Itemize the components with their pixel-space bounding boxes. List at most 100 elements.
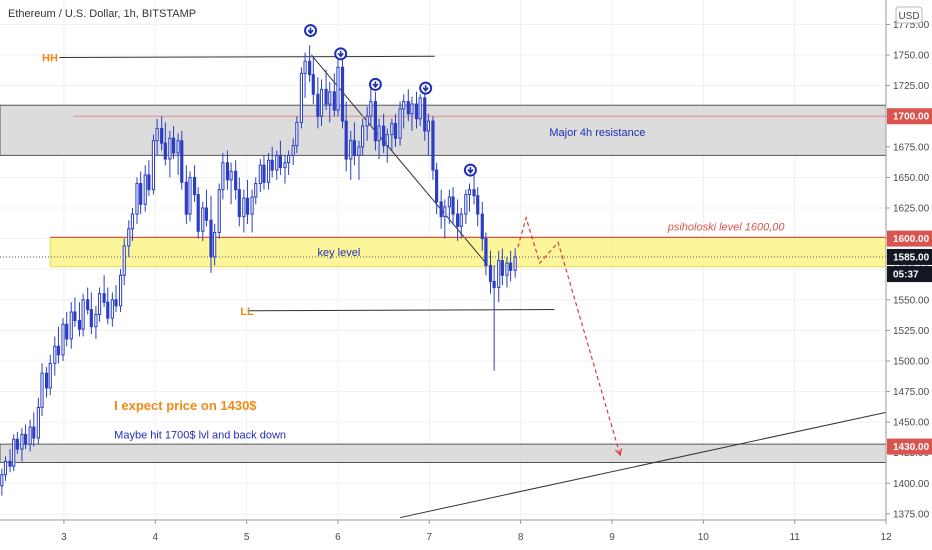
annotation-text: Maybe hit 1700$ lvl and back down	[114, 429, 286, 441]
candle-body	[324, 88, 328, 105]
candle-body	[176, 140, 180, 154]
candle-body	[65, 323, 69, 340]
candle-body	[94, 313, 98, 328]
projection-path	[517, 215, 623, 457]
price-tags: 1700.00 1600.00 1585.00 05:37 1430.00	[887, 108, 932, 455]
candle-body	[344, 120, 348, 160]
candle-body	[3, 460, 8, 476]
candle-body	[130, 213, 135, 230]
candle-body	[217, 189, 221, 233]
y-tick-label: 1475.00	[893, 387, 930, 398]
candle-body	[497, 260, 501, 289]
price-tag-label: 1700.00	[893, 112, 930, 123]
candle-body	[349, 140, 353, 160]
candle-body	[201, 207, 205, 232]
candle-body	[402, 101, 406, 110]
chart-lines	[0, 54, 887, 519]
x-tick-label: 11	[789, 532, 800, 543]
candle-body	[488, 265, 493, 282]
candle-body	[472, 189, 476, 197]
candle-body	[28, 426, 32, 445]
candle-body	[316, 93, 320, 117]
candle-body	[188, 176, 192, 215]
candle-body	[139, 183, 143, 205]
candle-body	[431, 120, 435, 171]
candle-body	[250, 196, 254, 215]
y-tick-label: 1725.00	[893, 81, 930, 92]
candle-body	[382, 125, 386, 147]
currency-label: USD	[898, 11, 919, 22]
candle-series	[0, 45, 517, 496]
y-tick-label: 1500.00	[893, 356, 930, 367]
candle-body	[135, 183, 139, 215]
candle-body	[295, 121, 299, 147]
arrow-down-glyph	[372, 81, 379, 89]
candle-body	[12, 438, 16, 467]
candle-body	[242, 197, 246, 218]
candle-body	[439, 201, 443, 218]
candle-body	[127, 228, 131, 247]
candle-body	[106, 301, 110, 319]
price-tag	[887, 438, 932, 455]
candle-body	[377, 125, 381, 142]
arrow-down-glyph	[337, 50, 344, 58]
candle-body	[0, 474, 4, 487]
arrow-down-glyph	[467, 167, 474, 174]
candle-body	[143, 174, 147, 205]
candle-body	[484, 238, 488, 267]
candle-body	[319, 88, 324, 117]
candle-body	[151, 140, 156, 191]
time-axis-bg[interactable]	[0, 520, 886, 550]
arrow-down-glyph	[422, 85, 429, 92]
candle-body	[299, 72, 304, 123]
candle-body	[56, 345, 61, 356]
annotation-text: key level	[317, 247, 360, 259]
candle-body	[467, 189, 472, 196]
candle-body	[32, 426, 36, 439]
candle-body	[332, 91, 336, 111]
price-tag	[887, 230, 932, 247]
candle-body	[89, 309, 93, 328]
y-tick-label: 1450.00	[893, 418, 930, 429]
candle-body	[451, 196, 455, 215]
candle-body	[352, 140, 356, 156]
candle-body	[77, 320, 82, 330]
candle-body	[291, 145, 295, 156]
currency-button[interactable]	[895, 6, 923, 24]
candle-body	[53, 345, 57, 364]
candle-body	[61, 323, 65, 356]
candle-body	[237, 189, 241, 218]
x-tick-label: 6	[335, 532, 341, 543]
candle-body	[213, 231, 217, 258]
price-tag-label: 1600.00	[893, 234, 930, 245]
candle-body	[192, 176, 197, 196]
candle-body	[287, 154, 291, 164]
candle-body	[209, 219, 213, 258]
candle-body	[464, 194, 468, 215]
candle-body	[275, 154, 279, 171]
candle-body	[390, 123, 394, 136]
line-HH	[59, 55, 435, 59]
zone-rect	[0, 443, 887, 463]
candle-body	[385, 134, 389, 147]
candle-body	[283, 162, 287, 169]
line-diagonal	[311, 54, 487, 264]
x-tick-label: 4	[152, 532, 158, 543]
annotation-text: HH	[42, 53, 58, 65]
candle-body	[336, 66, 340, 111]
candle-body	[423, 97, 427, 132]
price-tag-label: 05:37	[893, 270, 919, 281]
candle-body	[245, 197, 250, 215]
candle-body	[254, 183, 258, 198]
chart-annotations: HH LL Major 4h resistance key level psiholos…	[42, 53, 785, 442]
candle-body	[196, 194, 200, 232]
y-tick-label: 1625.00	[893, 204, 930, 215]
projection-line	[517, 215, 621, 456]
candle-body	[410, 103, 414, 115]
x-tick-label: 7	[427, 532, 433, 543]
candle-body	[122, 245, 126, 276]
candle-body	[480, 213, 484, 240]
candle-body	[229, 170, 233, 181]
candle-body	[20, 433, 24, 450]
